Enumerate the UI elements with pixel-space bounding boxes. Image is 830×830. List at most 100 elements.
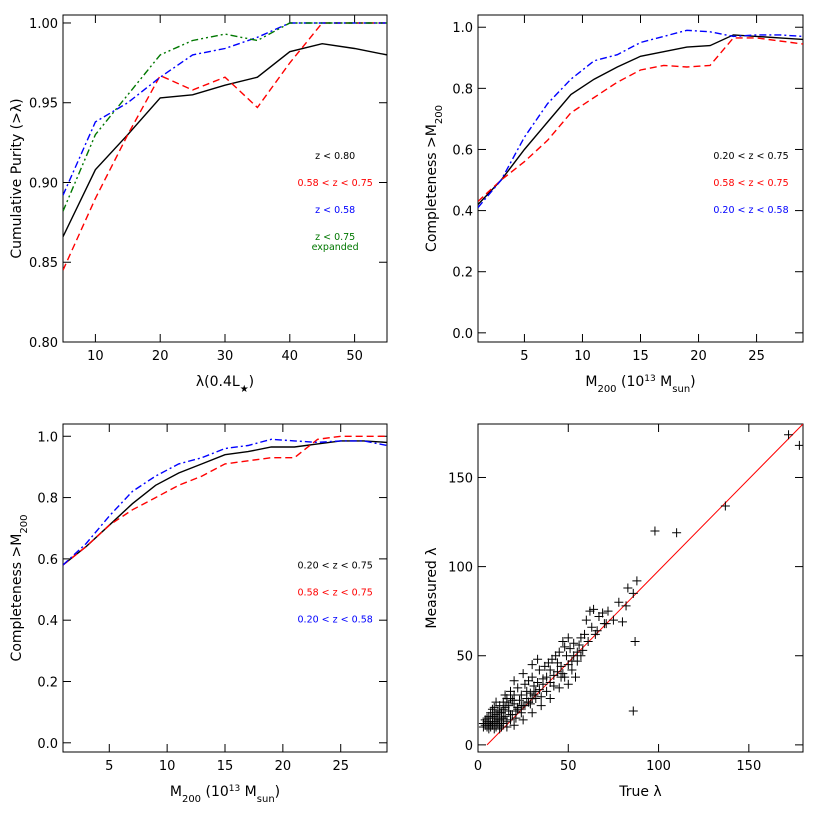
scatter-point [650, 526, 660, 536]
x-axis-label: True λ [618, 784, 661, 800]
scatter-point [522, 694, 532, 704]
y-tick-label: 1.0 [452, 21, 473, 36]
scatter-point [487, 704, 497, 714]
scatter-point [525, 699, 535, 709]
x-tick-label: 20 [690, 349, 707, 364]
series-line [63, 440, 387, 566]
scatter-point [621, 601, 631, 611]
scatter-point [518, 669, 528, 679]
y-tick-label: 0.80 [29, 336, 58, 351]
scatter-point [533, 677, 543, 687]
scatter-point [509, 699, 519, 709]
x-tick-label: 5 [520, 349, 528, 364]
scatter-point [518, 715, 528, 725]
scatter-point [536, 692, 546, 702]
scatter-point [549, 670, 559, 680]
scatter-point [504, 701, 514, 711]
scatter-point [502, 694, 512, 704]
scatter-point [563, 679, 573, 689]
y-tick-label: 0.90 [29, 176, 58, 191]
series-line [63, 435, 387, 566]
scatter-point [551, 651, 561, 661]
scatter-point [513, 704, 523, 714]
scatter-point [598, 608, 608, 618]
legend-label: 0.58 < z < 0.75 [298, 587, 373, 598]
y-tick-label: 0.85 [29, 256, 58, 271]
scatter-point [527, 660, 537, 670]
y-tick-label: 0.95 [29, 97, 58, 112]
y-tick-label: 0.2 [452, 266, 473, 281]
y-tick-label: 0.0 [452, 327, 473, 342]
x-axis-label: M200 (1013 Msun) [170, 784, 280, 805]
x-tick-label: 20 [275, 759, 292, 774]
y-tick-label: 0.2 [37, 675, 58, 690]
scatter-panel: 0 50 100 150 0 50 100 150 True λ Measured λ [424, 423, 804, 800]
completeness-panel-bottom: 5 10 15 20 25 0.0 0.2 0.4 0.6 0.8 1.0 M200 (1013 Ms… [9, 423, 388, 805]
x-tick-label: 15 [217, 759, 234, 774]
scatter-point [542, 686, 552, 696]
scatter-point [563, 633, 573, 643]
x-tick-label: 150 [736, 759, 761, 774]
scatter-point [672, 528, 682, 538]
scatter-point [601, 619, 611, 629]
scatter-point [583, 636, 593, 646]
x-tick-label: 50 [346, 349, 363, 364]
scatter-point [552, 667, 562, 677]
scatter-point [632, 576, 642, 586]
scatter-point [580, 629, 590, 639]
legend-label: 0.58 < z < 0.75 [298, 178, 373, 189]
scatter-point [527, 708, 537, 718]
y-tick-label: 0 [465, 739, 473, 754]
scatter-point [484, 720, 494, 730]
scatter-point [524, 676, 534, 686]
scatter-point [491, 717, 501, 727]
series-line [478, 29, 803, 208]
legend-label: 0.20 < z < 0.58 [713, 205, 788, 216]
x-tick-label: 10 [87, 349, 104, 364]
scatter-point [569, 651, 579, 661]
y-tick-label: 0.4 [37, 614, 58, 629]
scatter-point [506, 686, 515, 696]
y-tick-label: 0.0 [37, 737, 58, 752]
scatter-point [578, 645, 588, 655]
scatter-point [498, 697, 508, 707]
scatter-point [495, 708, 505, 718]
scatter-point [554, 647, 564, 657]
plot-area [63, 22, 387, 271]
scatter-point [545, 677, 555, 687]
series-line [478, 37, 803, 202]
y-tick-label: 0.6 [452, 143, 473, 158]
scatter-point [489, 702, 499, 712]
scatter-point [478, 722, 488, 732]
scatter-point [489, 711, 499, 721]
y-axis-label: Completeness >M200 [424, 105, 445, 252]
scatter-point [558, 636, 568, 646]
legend-label: z < 0.58 [315, 205, 355, 216]
scatter-point [533, 654, 543, 664]
y-tick-label: 1.0 [37, 430, 58, 445]
series-line [63, 438, 387, 566]
scatter-point [572, 656, 582, 666]
scatter-point [520, 679, 530, 689]
scatter-point [547, 654, 557, 664]
scatter-point [534, 665, 544, 675]
scatter-point [571, 672, 580, 682]
scatter-point [506, 710, 515, 720]
scatter-point [608, 615, 618, 625]
y-tick-label: 150 [448, 471, 473, 486]
scatter-point [594, 612, 604, 622]
scatter-point [516, 690, 526, 700]
scatter-point [563, 660, 573, 670]
x-axis-label: M200 (1013 Msun) [585, 374, 695, 395]
y-tick-label: 100 [448, 561, 473, 576]
scatter-point [509, 720, 519, 730]
scatter-point [498, 713, 508, 723]
scatter-point [617, 617, 627, 627]
scatter-point [487, 718, 497, 728]
series-line [63, 22, 387, 271]
purity-panel: 10 20 30 40 50 0.80 0.85 0.90 0.95 1.00 λ(0.4L★) Cu… [9, 14, 388, 395]
x-axis-label: λ(0.4L★) [196, 374, 254, 395]
scatter-point [592, 626, 602, 636]
scatter-point [585, 606, 595, 616]
x-tick-label: 10 [574, 349, 591, 364]
